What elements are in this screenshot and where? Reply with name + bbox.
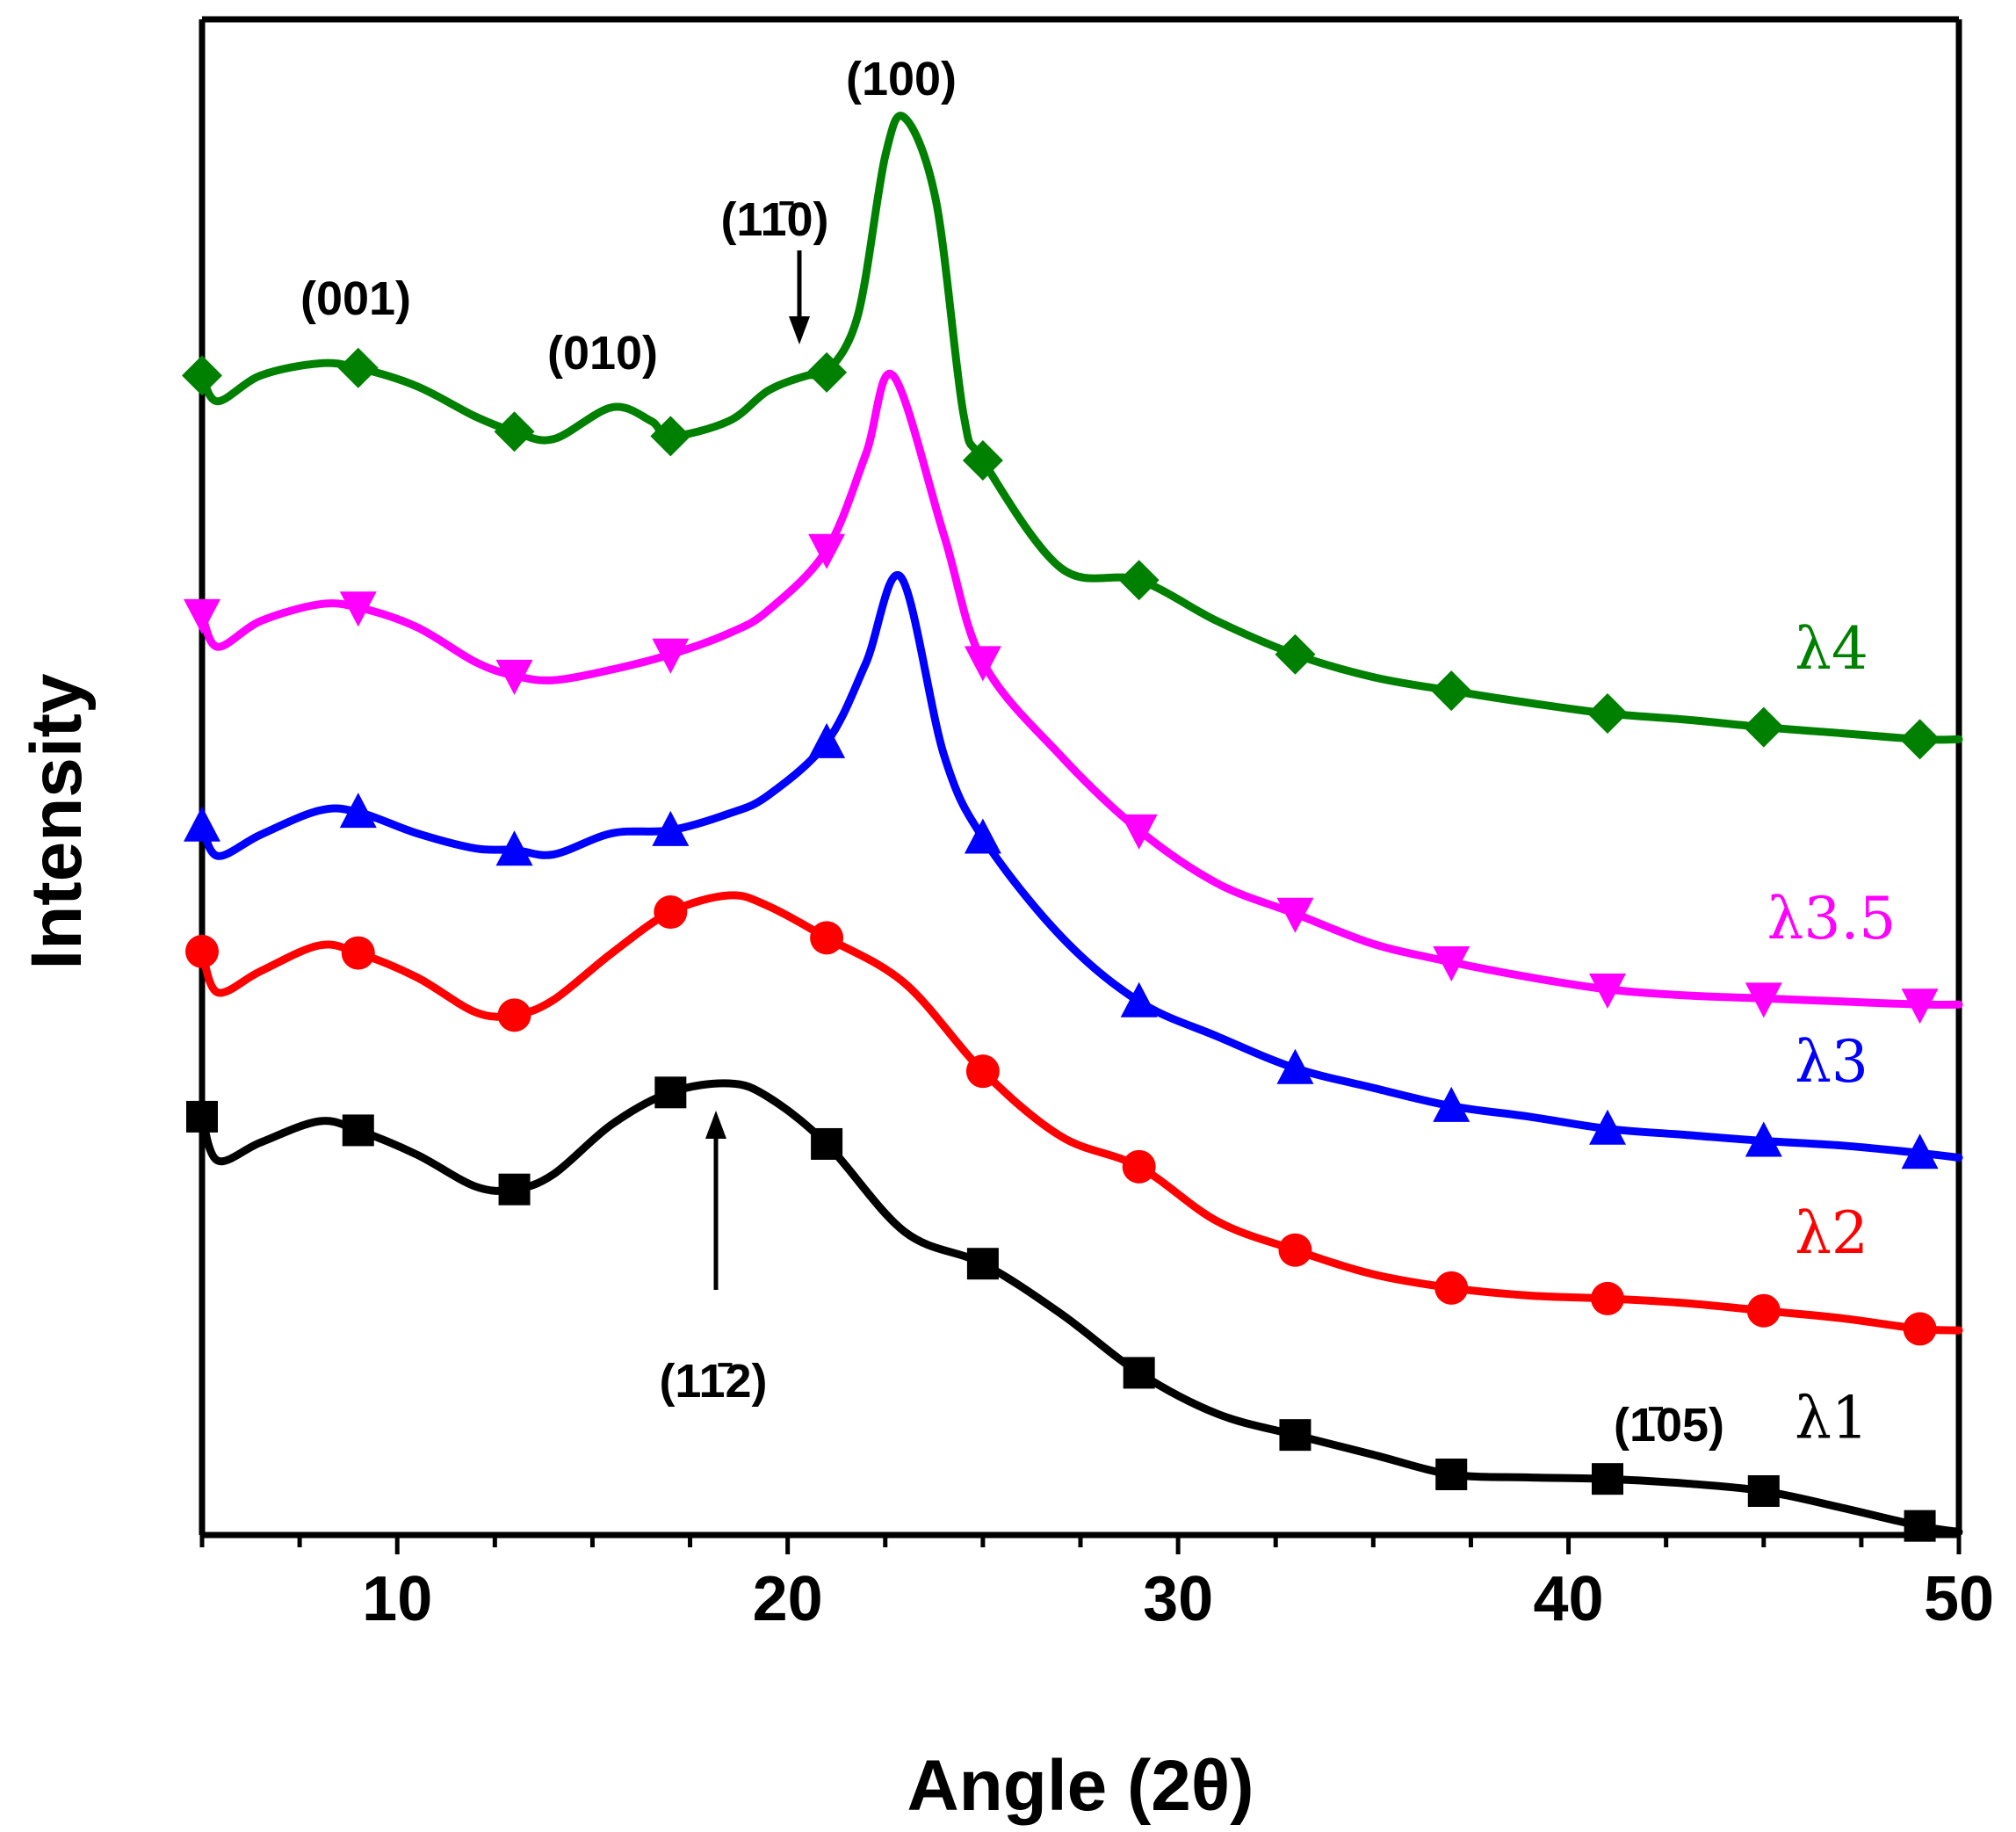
- data-point: [1434, 1271, 1469, 1305]
- data-point: [1901, 988, 1939, 1025]
- data-point: [342, 1114, 374, 1147]
- arrow-1-10-head: [789, 316, 810, 344]
- data-point: [654, 895, 688, 930]
- data-point: [1589, 1109, 1626, 1145]
- data-point: [806, 351, 848, 393]
- data-point: [652, 638, 690, 674]
- data-point: [1589, 974, 1626, 1009]
- data-point: [1747, 1474, 1780, 1507]
- x-ticks: [199, 1535, 1962, 1554]
- data-point: [185, 934, 219, 968]
- data-point: [184, 806, 220, 842]
- data-point: [811, 1127, 843, 1160]
- data-point: [1745, 982, 1782, 1018]
- data-point: [1904, 1510, 1936, 1542]
- data-point: [1122, 1149, 1156, 1184]
- data-point: [1123, 1357, 1155, 1389]
- data-point: [1745, 1121, 1782, 1157]
- data-point: [182, 355, 222, 396]
- data-point: [1899, 719, 1940, 760]
- data-point: [652, 810, 690, 846]
- series-label-0: λ1: [1795, 1384, 1868, 1452]
- series-line-3: [198, 369, 1963, 1010]
- annotation-010: (010): [547, 327, 658, 380]
- data-point: [498, 1173, 531, 1206]
- data-point: [337, 347, 379, 388]
- x-tick-label: 10: [362, 1564, 432, 1634]
- data-point: [1587, 693, 1628, 735]
- series-label-2: λ3: [1795, 1028, 1868, 1096]
- data-point: [1120, 981, 1158, 1017]
- data-point: [1278, 1233, 1312, 1267]
- x-tick-labels: 10 20 30 40 50: [362, 1564, 1994, 1634]
- annotation-1-10: (11̄0): [720, 193, 828, 246]
- series-labels: λ1 λ2 λ3 λ3.5 λ4: [1767, 615, 1897, 1452]
- data-point: [964, 818, 1001, 854]
- data-point: [497, 998, 531, 1032]
- data-point: [184, 598, 220, 634]
- data-point: [1275, 634, 1316, 675]
- x-axis-title: Angle (2θ): [907, 1746, 1254, 1826]
- data-point: [808, 533, 846, 569]
- annotation-105: (1̄05): [1614, 1399, 1724, 1452]
- series-lines: [198, 112, 1963, 1536]
- annotation-001: (001): [300, 272, 411, 325]
- arrow-1-12-head: [705, 1111, 726, 1139]
- data-point: [1743, 706, 1784, 748]
- data-point: [1435, 1459, 1468, 1490]
- data-point: [808, 722, 846, 758]
- data-point: [1433, 1086, 1470, 1122]
- data-point: [962, 439, 1003, 481]
- data-point: [1746, 1293, 1781, 1328]
- data-point: [650, 416, 691, 457]
- data-point: [495, 830, 533, 866]
- data-point: [1901, 1133, 1939, 1169]
- data-point: [1120, 814, 1158, 850]
- data-point: [1592, 1463, 1623, 1495]
- series-line-2: [198, 571, 1963, 1162]
- data-point: [1903, 1312, 1937, 1346]
- data-point: [186, 1100, 218, 1133]
- data-point: [1591, 1281, 1624, 1315]
- series-label-1: λ2: [1795, 1199, 1868, 1267]
- series-line-1: [198, 891, 1963, 1335]
- data-point: [966, 1248, 999, 1280]
- x-tick-label: 40: [1534, 1564, 1604, 1634]
- data-point: [1276, 897, 1314, 933]
- data-point: [339, 793, 377, 829]
- annotation-1-12: (11̄2): [659, 1355, 767, 1408]
- data-point: [964, 646, 1001, 682]
- series-label-3: λ3.5: [1767, 885, 1897, 952]
- data-point: [494, 411, 535, 453]
- data-point: [341, 936, 375, 970]
- series-line-4: [198, 112, 1963, 744]
- data-point: [1433, 945, 1470, 981]
- series-markers: [182, 347, 1940, 1542]
- series-line-0: [198, 1079, 1963, 1536]
- data-point: [654, 1076, 687, 1109]
- x-tick-label: 20: [753, 1564, 823, 1634]
- data-point: [1431, 670, 1472, 712]
- data-point: [495, 659, 533, 695]
- x-tick-label: 30: [1143, 1564, 1213, 1634]
- series-label-4: λ4: [1795, 615, 1868, 683]
- data-point: [1118, 560, 1160, 601]
- peak-annotations: (001) (010) (11̄0) (100) (11̄2) (1̄05): [300, 53, 1724, 1452]
- data-point: [339, 591, 377, 627]
- y-axis-title: Intensity: [17, 673, 97, 970]
- annotation-100: (100): [846, 53, 957, 105]
- x-tick-label: 50: [1924, 1564, 1994, 1634]
- data-point: [810, 921, 844, 955]
- data-point: [1276, 1048, 1314, 1084]
- data-point: [1279, 1419, 1311, 1452]
- data-point: [965, 1054, 1000, 1089]
